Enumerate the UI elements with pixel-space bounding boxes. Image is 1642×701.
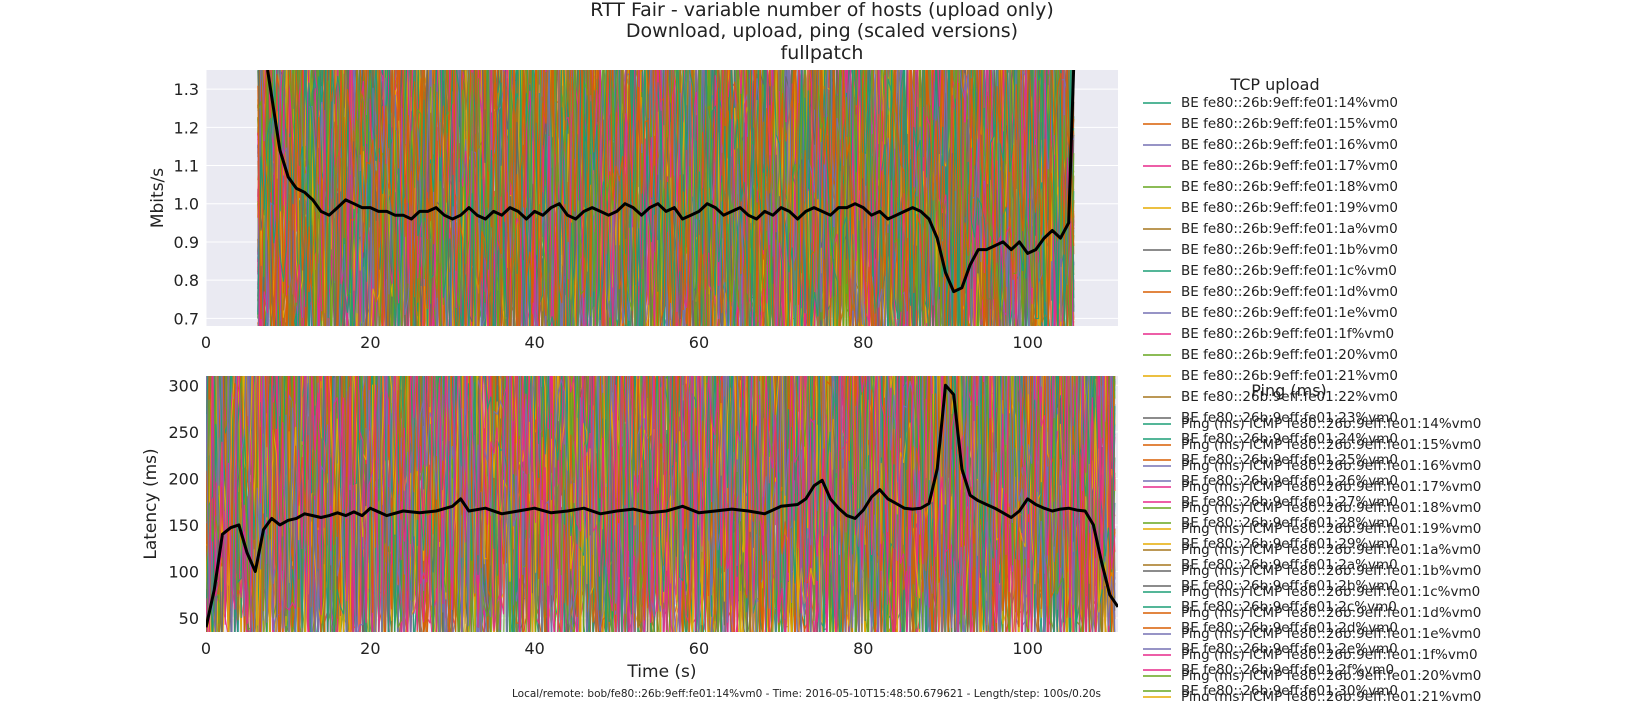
legend-entry-label: Ping (ms) ICMP fe80::26b:9eff:fe01:1b%vm… <box>1181 563 1481 579</box>
y-tick-label: 200 <box>168 469 199 488</box>
ping-legend: Ping (ms)Ping (ms) ICMP fe80::26b:9eff:f… <box>1143 381 1481 701</box>
upload-tick-labels: 0 20 40 60 80 100 0.7 0.8 0.9 1.0 1.1 1.2 1.3 <box>174 80 1043 352</box>
upload-host-lines <box>257 70 1075 326</box>
host-series-line <box>257 70 1075 326</box>
legend-entry-label: BE fe80::26b:9eff:fe01:2d%vm0 <box>1181 620 1398 636</box>
x-tick-label: 60 <box>689 333 709 352</box>
y-tick-label: 100 <box>168 562 199 581</box>
host-series-line <box>206 376 1116 632</box>
legend-title: TCP upload <box>1229 75 1319 94</box>
legend-entry-label: BE fe80::26b:9eff:fe01:29%vm0 <box>1181 536 1398 552</box>
legend-entry-label: BE fe80::26b:9eff:fe01:1f%vm0 <box>1181 326 1394 342</box>
legend-entry-label: BE fe80::26b:9eff:fe01:20%vm0 <box>1181 347 1398 363</box>
legend-entry-label: BE fe80::26b:9eff:fe01:23%vm0 <box>1181 410 1398 426</box>
legend-entry-label: Ping (ms) ICMP fe80::26b:9eff:fe01:1e%vm… <box>1181 626 1481 642</box>
legend-entry-label: BE fe80::26b:9eff:fe01:2b%vm0 <box>1181 578 1398 594</box>
legend-entry-label: Ping (ms) ICMP fe80::26b:9eff:fe01:1c%vm… <box>1181 584 1480 600</box>
figure-title-line-2: Download, upload, ping (scaled versions) <box>626 20 1018 42</box>
legend-entry-label: BE fe80::26b:9eff:fe01:2f%vm0 <box>1181 662 1394 678</box>
legend-entry-label: BE fe80::26b:9eff:fe01:17%vm0 <box>1181 158 1398 174</box>
y-tick-label: 250 <box>168 423 199 442</box>
host-series-line <box>206 376 1116 632</box>
legend-entry-label: BE fe80::26b:9eff:fe01:16%vm0 <box>1181 137 1398 153</box>
ping-panel: 0 20 40 60 80 100 50 100 150 200 250 300 Latency (m… <box>141 376 1481 701</box>
legend-entry-label: Ping (ms) ICMP fe80::26b:9eff:fe01:1d%vm… <box>1181 605 1481 621</box>
ping-host-lines <box>206 376 1116 632</box>
legend-entry-label: BE fe80::26b:9eff:fe01:26%vm0 <box>1181 473 1398 489</box>
legend-entry-label: BE fe80::26b:9eff:fe01:1e%vm0 <box>1181 305 1398 321</box>
legend-entry-label: BE fe80::26b:9eff:fe01:19%vm0 <box>1181 200 1398 216</box>
upload-average-line-group <box>266 70 1076 294</box>
legend-entry-label: BE fe80::26b:9eff:fe01:2a%vm0 <box>1181 557 1398 573</box>
x-tick-label: 100 <box>1012 639 1043 658</box>
x-tick-label: 20 <box>360 333 380 352</box>
legend-entry-label: Ping (ms) ICMP fe80::26b:9eff:fe01:17%vm… <box>1181 479 1481 495</box>
x-tick-label: 0 <box>201 639 211 658</box>
legend-entry-label: BE fe80::26b:9eff:fe01:18%vm0 <box>1181 179 1398 195</box>
y-tick-label: 50 <box>179 609 199 628</box>
legend-entry-label: Ping (ms) ICMP fe80::26b:9eff:fe01:1a%vm… <box>1181 542 1481 558</box>
figure-title-line-3: fullpatch <box>781 42 864 64</box>
host-series-line <box>206 376 1116 632</box>
ping-average-line-group <box>206 383 1118 628</box>
legend-entry-label: Ping (ms) ICMP fe80::26b:9eff:fe01:14%vm… <box>1181 416 1481 432</box>
legend-entry-label: Ping (ms) ICMP fe80::26b:9eff:fe01:16%vm… <box>1181 458 1481 474</box>
legend-entry-label: BE fe80::26b:9eff:fe01:1a%vm0 <box>1181 221 1398 237</box>
average-series-line <box>206 383 1118 628</box>
legend-entry-label: BE fe80::26b:9eff:fe01:30%vm0 <box>1181 683 1398 699</box>
legend-entry-label: BE fe80::26b:9eff:fe01:2e%vm0 <box>1181 641 1398 657</box>
legend-entry-label: BE fe80::26b:9eff:fe01:1d%vm0 <box>1181 284 1398 300</box>
x-tick-label: 80 <box>853 333 873 352</box>
legend-entry-label: BE fe80::26b:9eff:fe01:24%vm0 <box>1181 431 1398 447</box>
y-tick-label: 1.3 <box>174 80 199 99</box>
legend-title: Ping (ms) <box>1251 381 1327 400</box>
x-tick-label: 0 <box>201 333 211 352</box>
footer-caption: Local/remote: bob/fe80::26b:9eff:fe01:14… <box>512 688 1101 700</box>
y-tick-label: 150 <box>168 516 199 535</box>
average-series-line <box>266 70 1076 294</box>
x-tick-label: 100 <box>1012 333 1043 352</box>
x-tick-label: 40 <box>524 639 544 658</box>
x-tick-label: 80 <box>853 639 873 658</box>
y-tick-label: 0.7 <box>174 309 199 328</box>
legend-entry-label: BE fe80::26b:9eff:fe01:21%vm0 <box>1181 368 1398 384</box>
ping-tick-labels: 0 20 40 60 80 100 50 100 150 200 250 300 <box>168 376 1042 658</box>
figure-title-line-1: RTT Fair - variable number of hosts (upl… <box>590 0 1054 21</box>
y-tick-label: 1.1 <box>174 157 199 176</box>
legend-entry-label: Ping (ms) ICMP fe80::26b:9eff:fe01:21%vm… <box>1181 689 1481 701</box>
host-series-line <box>206 376 1116 632</box>
legend-entry-label: BE fe80::26b:9eff:fe01:25%vm0 <box>1181 452 1398 468</box>
host-series-line <box>206 376 1116 632</box>
legend-entry-label: Ping (ms) ICMP fe80::26b:9eff:fe01:1f%vm… <box>1181 647 1478 663</box>
legend-entry-label: Ping (ms) ICMP fe80::26b:9eff:fe01:19%vm… <box>1181 521 1481 537</box>
legend-entry-label: BE fe80::26b:9eff:fe01:14%vm0 <box>1181 95 1398 111</box>
x-tick-label: 60 <box>689 639 709 658</box>
x-tick-label: 20 <box>360 639 380 658</box>
upload-panel: 0 20 40 60 80 100 0.7 0.8 0.9 1.0 1.1 1.2 1.3 Mbits/… <box>148 70 1398 699</box>
legend-entry-label: BE fe80::26b:9eff:fe01:27%vm0 <box>1181 494 1398 510</box>
legend-entry-label: Ping (ms) ICMP fe80::26b:9eff:fe01:18%vm… <box>1181 500 1481 516</box>
host-series-line <box>257 70 1075 326</box>
y-tick-label: 1.0 <box>174 195 199 214</box>
legend-entry-label: BE fe80::26b:9eff:fe01:15%vm0 <box>1181 116 1398 132</box>
legend-entry-label: BE fe80::26b:9eff:fe01:2c%vm0 <box>1181 599 1397 615</box>
legend-entry-label: Ping (ms) ICMP fe80::26b:9eff:fe01:20%vm… <box>1181 668 1481 684</box>
legend-entry-label: Ping (ms) ICMP fe80::26b:9eff:fe01:15%vm… <box>1181 437 1481 453</box>
legend-entry-label: BE fe80::26b:9eff:fe01:22%vm0 <box>1181 389 1398 405</box>
legend-entry-label: BE fe80::26b:9eff:fe01:28%vm0 <box>1181 515 1398 531</box>
y-tick-label: 0.9 <box>174 233 199 252</box>
legend-entry-label: BE fe80::26b:9eff:fe01:1b%vm0 <box>1181 242 1398 258</box>
x-tick-label: 40 <box>524 333 544 352</box>
y-tick-label: 0.8 <box>174 271 199 290</box>
ping-y-axis-label: Latency (ms) <box>141 448 161 559</box>
legend-entry-label: BE fe80::26b:9eff:fe01:1c%vm0 <box>1181 263 1397 279</box>
y-tick-label: 1.2 <box>174 118 199 137</box>
y-tick-label: 300 <box>168 376 199 395</box>
ping-x-axis-label: Time (s) <box>626 662 696 682</box>
upload-y-axis-label: Mbits/s <box>148 168 168 228</box>
